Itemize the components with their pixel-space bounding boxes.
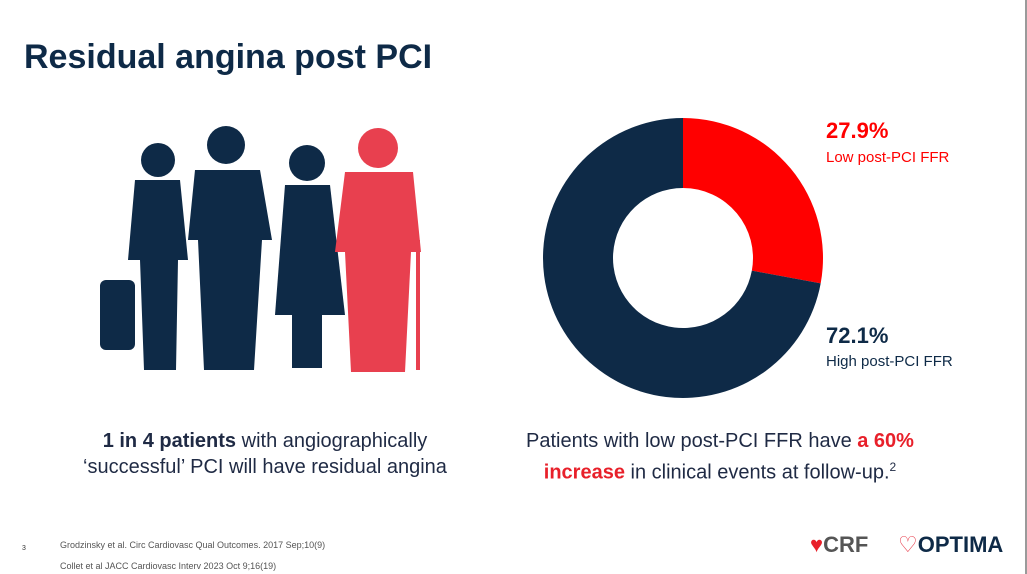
- silhouette-highlight: [335, 128, 421, 372]
- legend-label: Low post-PCI FFR: [826, 149, 950, 166]
- logo: ♥CRF: [810, 532, 869, 557]
- slide-title: Residual angina post PCI: [24, 38, 433, 76]
- caption-text: with angiographically ‘successful’ PCI w…: [83, 430, 447, 478]
- caption-text: in clinical events at follow-up.: [624, 461, 890, 484]
- logo: ♡OPTIMA: [898, 532, 1004, 557]
- value-label: 27.9%: [826, 118, 888, 143]
- caption-bold: 1 in 4 patients: [102, 430, 237, 452]
- caption-highlight: a 60% increase: [543, 430, 914, 484]
- reference: Grodzinsky et al. Circ Cardiovasc Qual O…: [60, 540, 326, 550]
- left-caption: 1 in 4 patients with angiographically ‘s…: [60, 428, 470, 480]
- page-number: 3: [22, 545, 26, 552]
- value-label: 72.1%: [826, 323, 888, 348]
- superscript: 2: [889, 460, 897, 474]
- silhouettes: [100, 126, 345, 370]
- right-caption: Patients with low post-PCI FFR have a 60…: [505, 428, 935, 486]
- donut-segment: [543, 118, 821, 398]
- reference: Collet et al JACC Cardiovasc Interv 2023…: [60, 561, 277, 571]
- caption-text: Patients with low post-PCI FFR have: [526, 430, 858, 452]
- legend-label: High post-PCI FFR: [826, 353, 953, 370]
- donut-segment: [683, 118, 823, 284]
